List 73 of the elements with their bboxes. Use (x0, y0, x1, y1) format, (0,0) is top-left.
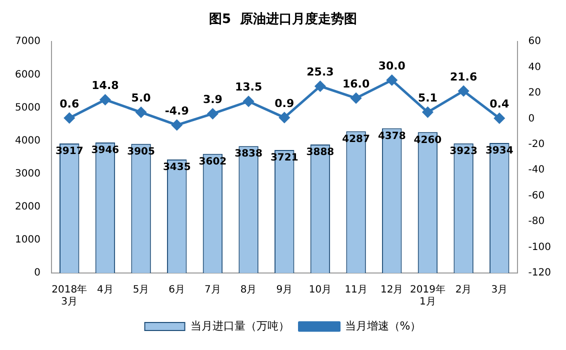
data-label: 3934 (485, 146, 514, 157)
x-tick-label: 10月 (308, 284, 332, 296)
point (64, 112, 75, 124)
point (386, 74, 398, 86)
point (314, 80, 326, 92)
point (100, 94, 110, 105)
x-tick-label: 11月 (344, 284, 368, 296)
data-label: 13.5 (234, 80, 262, 94)
y-tick-label: 5000 (14, 102, 40, 114)
y-tick-label: 6000 (14, 69, 40, 80)
y2-tick-label: -20 (528, 139, 545, 150)
data-label: 4260 (414, 134, 442, 146)
y2-tick-label: -60 (528, 190, 545, 202)
data-label: 3838 (234, 148, 262, 160)
data-label: 3923 (450, 146, 478, 157)
x-tick-label: 2019年 1月 (410, 284, 446, 308)
data-label: 25.3 (306, 66, 334, 79)
x-tick-label: 8月 (240, 284, 257, 296)
y2-tick-label: 0 (528, 113, 535, 124)
legend-label: 当月进口量（万吨） (190, 319, 290, 332)
x-tick-label: 9月 (276, 284, 293, 296)
y2-tick-label: -100 (528, 242, 552, 253)
data-label: 16.0 (342, 78, 370, 91)
data-label: 3.9 (202, 93, 222, 106)
data-label: 0.9 (274, 96, 294, 110)
y2-tick-label: -80 (528, 216, 545, 228)
x-tick-label: 4月 (97, 284, 114, 296)
x-tick-label: 6月 (168, 284, 186, 296)
y-tick-label: 3000 (14, 168, 40, 180)
data-label: 3917 (55, 146, 84, 158)
data-label: 3905 (127, 146, 155, 158)
y2-tick-label: -120 (528, 268, 552, 279)
x-tick-label: 3月 (491, 284, 508, 296)
y2-tick-label: -40 (528, 164, 545, 176)
data-label: 21.6 (450, 70, 478, 84)
data-label: 3721 (270, 152, 298, 164)
chart-title: 图5 原油进口月度走势图 (208, 11, 358, 28)
y-tick-label: 1000 (14, 234, 40, 246)
y-tick-label: 4000 (14, 135, 40, 146)
data-label: 4378 (378, 130, 406, 142)
point (458, 86, 469, 96)
point (136, 107, 146, 118)
x-tick-label: 5月 (132, 284, 150, 296)
data-label: 0.6 (60, 97, 80, 110)
x-tick-label: 12月 (380, 284, 404, 296)
data-label: -4.9 (164, 104, 189, 118)
data-label: 3888 (306, 147, 334, 158)
data-label: 3946 (91, 145, 120, 156)
data-label: 3602 (198, 156, 227, 168)
x-tick-label: 2018年 3月 (52, 284, 88, 308)
y-tick-label: 2000 (14, 201, 40, 212)
data-label: 5.0 (131, 92, 152, 105)
legend-label: 当月增速（%） (344, 319, 422, 332)
data-label: 14.8 (92, 79, 119, 92)
point (207, 108, 218, 119)
data-label: 5.1 (418, 92, 438, 105)
x-tick-label: 2月 (455, 284, 472, 296)
data-label: 30.0 (378, 60, 406, 73)
x-tick-label: 7月 (204, 284, 221, 296)
point (172, 120, 182, 130)
point (494, 112, 505, 124)
point (243, 96, 254, 107)
data-label: 3435 (162, 162, 191, 174)
data-label: 4287 (342, 134, 370, 145)
y2-tick-label: 60 (528, 36, 542, 48)
point (350, 92, 362, 104)
point (279, 112, 290, 123)
y-tick-label: 0 (34, 268, 40, 279)
data-label: 0.4 (490, 98, 510, 111)
point (422, 106, 433, 118)
y2-tick-label: 20 (528, 88, 542, 99)
y-tick-label: 7000 (14, 36, 40, 48)
y2-tick-label: 40 (528, 62, 542, 73)
